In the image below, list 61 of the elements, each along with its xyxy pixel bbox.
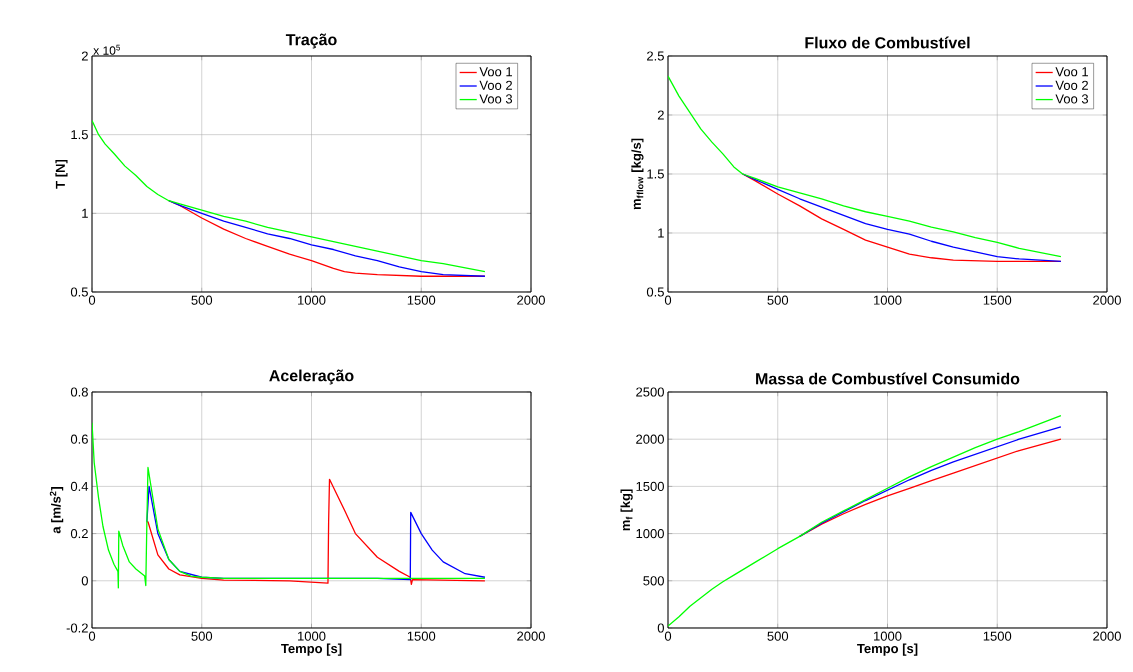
legend-label: Voo 1 [479, 67, 512, 77]
x-tick-label: 500 [767, 631, 789, 641]
y-axis-title: m$_{fflow}$ [kg/s] [631, 138, 644, 210]
x-tick-label: 2000 [1093, 295, 1121, 305]
x-tick-label: 0 [88, 631, 96, 641]
y-tick-label: 1000 [636, 528, 664, 539]
x-tick-label: 2000 [1093, 631, 1121, 641]
y-tick-label: 0.5 [646, 287, 664, 297]
y-tick-label: 2500 [636, 387, 664, 397]
y-tick-label: 500 [643, 576, 664, 586]
chart-title: Massa de Combustível Consumido [756, 372, 1020, 385]
y-tick-label: 0.4 [70, 481, 89, 491]
x-tick-label: 1500 [407, 631, 436, 641]
y-tick-label: 1 [658, 228, 664, 238]
legend-label: Voo 2 [479, 80, 512, 90]
legend-label: Voo 3 [1055, 94, 1089, 104]
legend-label: Voo 2 [1055, 80, 1088, 90]
y-tick-label: 1500 [636, 481, 664, 491]
x-tick-label: 500 [191, 631, 213, 641]
y-tick-label: 0 [657, 623, 664, 633]
x-tick-label: 500 [767, 295, 789, 305]
x-axis-title: Tempo [s] [281, 643, 342, 656]
x-tick-label: 1500 [407, 295, 436, 305]
chart-title: Aceleração [269, 369, 354, 385]
line-series [741, 173, 1062, 262]
y-tick-label: 1.5 [647, 169, 664, 179]
y-tick-label: 2 [81, 51, 88, 61]
x-tick-label: 2000 [517, 631, 545, 641]
y-tick-label: 2000 [636, 434, 664, 444]
y-tick-label: 0 [81, 576, 88, 586]
x-tick-label: 0 [88, 295, 96, 305]
x-tick-label: 1000 [298, 295, 326, 305]
x-tick-label: 500 [191, 295, 213, 305]
x-tick-label: 2000 [517, 295, 545, 305]
x-tick-label: 1500 [983, 631, 1012, 641]
y-tick-label: 1.5 [71, 130, 88, 140]
y-tick-label: 0.8 [70, 387, 88, 397]
chart-title: Tração [285, 33, 337, 49]
y-tick-label: -0.2 [66, 623, 88, 633]
y-tick-label: 0.6 [70, 434, 88, 444]
x-tick-label: 1500 [983, 295, 1012, 305]
y-tick-label: 1 [82, 208, 88, 218]
x-tick-label: 0 [664, 631, 672, 641]
x-axis-title: Tempo [s] [857, 643, 918, 656]
line-series [168, 200, 486, 277]
legend-label: Voo 3 [479, 94, 513, 104]
legend-label: Voo 1 [1055, 67, 1088, 77]
y-axis-title: a [m/s$^{2}$] [49, 486, 64, 534]
y-tick-label: 2.5 [647, 51, 664, 61]
chart-title: Fluxo de Combustível [805, 36, 970, 49]
line-series [668, 414, 1062, 627]
y-tick-label: 0.2 [70, 528, 88, 539]
x-tick-label: 0 [664, 295, 672, 305]
y-tick-label: 2 [657, 110, 664, 120]
x-tick-label: 1000 [298, 631, 326, 641]
x-tick-label: 1000 [874, 631, 902, 641]
y-axis-title: m$_{f}$ [kg] [620, 489, 633, 531]
x-tick-label: 1000 [874, 295, 902, 305]
y-axis-title: T [N] [55, 159, 68, 189]
text: x 10$^{5}$ [93, 44, 120, 55]
y-tick-label: 0.5 [70, 287, 88, 297]
